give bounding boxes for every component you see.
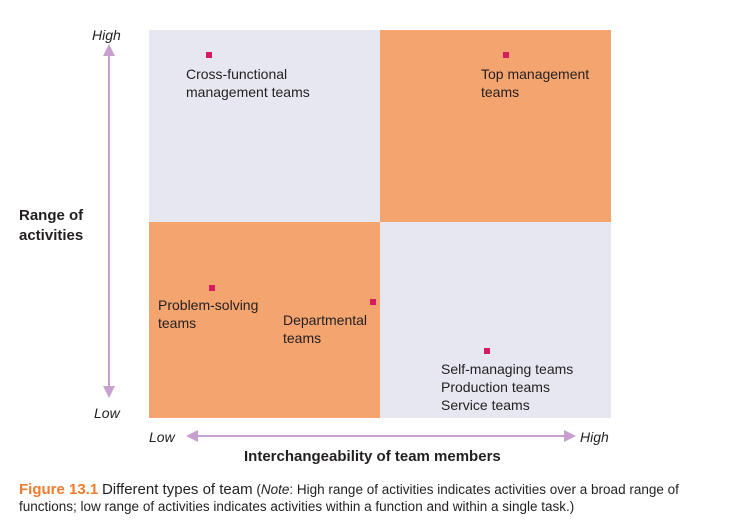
- label-line: Production teams: [441, 379, 550, 395]
- x-axis-arrowhead-right: [564, 430, 576, 442]
- marker-cross-functional: [206, 52, 212, 58]
- figure-label: Figure 13.1: [19, 481, 99, 498]
- x-axis-low-label: Low: [149, 429, 175, 445]
- label-self-managing: Self-managing teams Production teams Ser…: [441, 360, 573, 414]
- y-axis-title: Range of activities: [19, 206, 83, 246]
- label-departmental: Departmental teams: [283, 311, 367, 347]
- label-line: management teams: [186, 84, 310, 100]
- figure-title: Different types of team: [101, 481, 253, 498]
- label-line: Self-managing teams: [441, 361, 574, 377]
- label-line: Problem-solving: [158, 297, 259, 313]
- label-line: Departmental: [283, 312, 368, 328]
- marker-departmental: [370, 299, 376, 305]
- quadrant-bottom-left: [149, 222, 380, 418]
- y-axis-low-label: Low: [94, 405, 120, 421]
- quadrant-top-right: [380, 30, 611, 222]
- label-line: Cross-functional: [186, 66, 288, 82]
- x-axis-high-label: High: [580, 429, 609, 445]
- y-axis-title-line: Range of: [19, 207, 84, 224]
- note-text: : High range of activities indicates act…: [19, 482, 679, 514]
- label-problem-solving: Problem-solving teams: [158, 296, 258, 332]
- label-line: teams: [158, 315, 197, 331]
- label-line: Service teams: [441, 397, 530, 413]
- y-axis-title-line: activities: [19, 227, 84, 244]
- label-top-management: Top management teams: [481, 65, 589, 101]
- label-line: Top management: [481, 66, 590, 82]
- note-word: Note: [260, 482, 290, 497]
- marker-self-managing: [484, 348, 490, 354]
- label-line: teams: [481, 84, 520, 100]
- y-axis-arrowhead-down: [103, 386, 115, 398]
- quadrant-bottom-right: [380, 222, 611, 418]
- marker-top-management: [503, 52, 509, 58]
- x-axis-title: Interchangeability of team members: [244, 448, 501, 465]
- marker-problem-solving: [209, 285, 215, 291]
- label-cross-functional: Cross-functional management teams: [186, 65, 310, 101]
- label-line: teams: [283, 330, 322, 346]
- x-axis-arrowhead-left: [186, 430, 198, 442]
- quadrant-top-left: [149, 30, 380, 222]
- y-axis-arrowhead-up: [103, 44, 115, 56]
- figure-caption: Figure 13.1 Different types of team (Not…: [19, 481, 739, 515]
- note-open: (: [256, 482, 261, 497]
- y-axis-high-label: High: [92, 27, 121, 43]
